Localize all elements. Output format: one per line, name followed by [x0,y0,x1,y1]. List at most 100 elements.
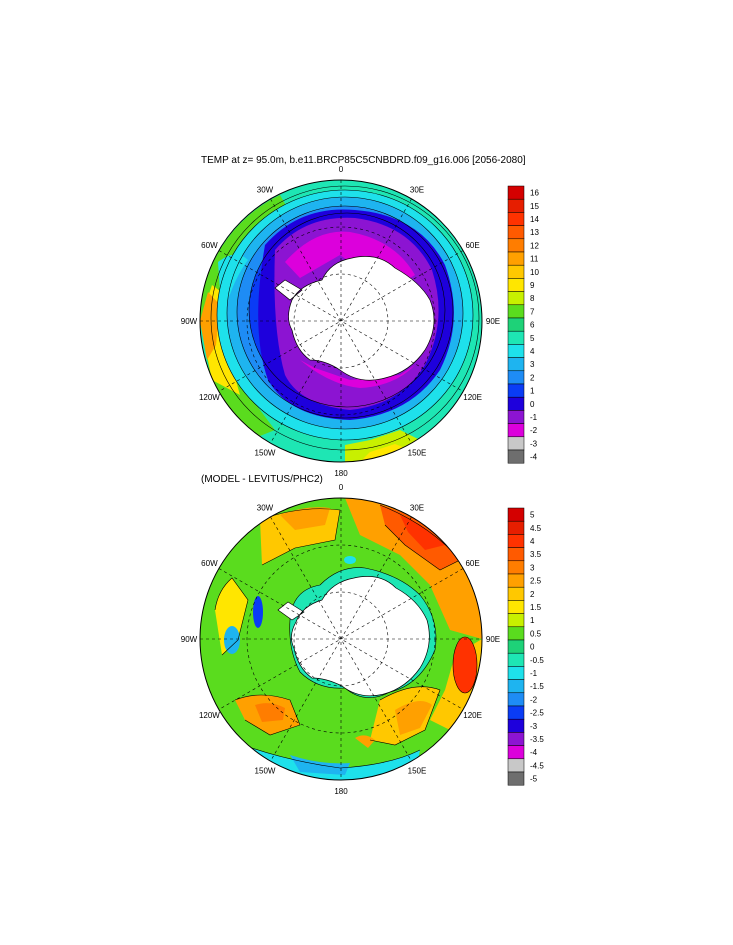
colorbar-tick-label: 8 [530,294,535,303]
colorbar-tick-label: -3 [530,439,538,448]
colorbar-swatch [507,423,525,438]
colorbar-tick-label: 5 [530,511,535,520]
colorbar-tick-label: 2.5 [530,577,542,586]
colorbar-swatch [507,586,525,601]
colorbar-tick-label: 1 [530,387,535,396]
lon-label: 0 [339,165,344,174]
colorbar-swatch [507,291,525,306]
antarctica-landmass [277,576,430,697]
colorbar-swatch [507,317,525,332]
colorbar-swatch [507,639,525,654]
colorbar-tick-label: -2 [530,426,538,435]
colorbar-tick-label: 2 [530,373,535,382]
lon-label: 120E [463,393,482,402]
temp-polar-map: 0 30E 60E 90E 120E 150E 180 150W 120W 90W 60W 30W [181,165,500,478]
lon-label: 60E [465,559,479,568]
lon-label: 150W [255,449,276,458]
colorbar-tick-label: 9 [530,281,535,290]
lon-label: 120W [199,393,220,402]
colorbar-tick-label: -3.5 [530,735,544,744]
colorbar-tick-label: -4 [530,748,538,757]
colorbar-swatch [507,436,525,451]
colorbar-tick-label: 4.5 [530,524,542,533]
colorbar-swatch [507,573,525,588]
colorbar-swatch [507,370,525,385]
colorbar-swatch [507,718,525,733]
colorbar-swatch [507,383,525,398]
colorbar-swatch [507,251,525,266]
lon-label: 150E [408,449,427,458]
colorbar-swatch [507,732,525,746]
antarctica-landmass [274,256,435,381]
colorbar-swatch [507,410,525,424]
colorbar-swatch [507,560,525,575]
colorbar-swatch [507,357,525,372]
colorbar-tick-label: 0 [530,400,535,409]
colorbar-swatch [507,198,525,213]
colorbar-tick-label: 4 [530,537,535,546]
colorbar-tick-label: 16 [530,189,539,198]
colorbar-tick-label: 7 [530,307,535,316]
colorbar-swatch [507,745,525,760]
diff-panel-title: (MODEL - LEVITUS/PHC2) [201,474,323,485]
colorbar-tick-label: 3 [530,563,535,572]
colorbar-tick-label: -4.5 [530,761,544,770]
colorbar-swatch [507,705,525,720]
colorbar-swatch [507,225,525,240]
colorbar-tick-label: 0.5 [530,629,542,638]
colorbar-tick-label: -2 [530,695,538,704]
diff-polar-map: 0 30E 60E 90E 120E 150E 180 150W 120W 90W 60W 30W [181,483,500,796]
colorbar-swatch [507,679,525,694]
lon-label: 60W [201,241,218,250]
colorbar-tick-label: 6 [530,321,535,330]
colorbar-tick-label: 14 [530,215,539,224]
colorbar-tick-label: 12 [530,241,539,250]
colorbar-tick-label: 3.5 [530,550,542,559]
lon-label: 30E [410,503,424,512]
colorbar-swatch [507,330,525,345]
colorbar-tick-label: -3 [530,722,538,731]
colorbar-swatch [507,547,525,562]
colorbar-tick-label: -1.5 [530,682,544,691]
lon-label: 90W [181,317,198,326]
lon-label: 90E [486,317,500,326]
colorbar-tick-label: 3 [530,360,535,369]
temp-panel-title: TEMP at z= 95.0m, b.e11.BRCP85C5CNBDRD.f… [201,155,526,166]
colorbar-tick-label: -1 [530,669,538,678]
colorbar-tick-label: 4 [530,347,535,356]
lon-label: 60E [465,241,479,250]
colorbar-swatch [507,771,525,786]
colorbar-swatch [507,238,525,253]
colorbar-tick-label: 11 [530,255,539,264]
colorbar-swatch [507,396,525,411]
lon-label: 120E [463,711,482,720]
colorbar-swatch [507,652,525,667]
colorbar-swatch [507,304,525,319]
colorbar-swatch [507,185,525,200]
colorbar-tick-label: -4 [530,453,538,462]
colorbar-swatch [507,278,525,292]
colorbar-swatch [507,626,525,641]
colorbar-swatch [507,692,525,707]
lon-label: 180 [334,787,348,796]
colorbar-tick-label: -2.5 [530,709,544,718]
colorbar-tick-label: -0.5 [530,656,544,665]
colorbar-swatch [507,212,525,226]
colorbar-tick-label: 10 [530,268,539,277]
colorbar-tick-label: 1.5 [530,603,542,612]
colorbar-swatch [507,449,525,464]
colorbar-swatch [507,264,525,279]
colorbar-tick-label: 5 [530,334,535,343]
colorbar-tick-label: 13 [530,228,539,237]
lon-label: 150E [408,767,427,776]
colorbar-swatch [507,507,525,522]
lon-label: 90W [181,635,198,644]
colorbar-swatch [507,758,525,773]
colorbar-tick-label: 15 [530,202,539,211]
colorbar-tick-label: 2 [530,590,535,599]
lon-label: 30W [257,185,274,194]
colorbar-tick-label: -5 [530,775,538,784]
lon-label: 30E [410,185,424,194]
